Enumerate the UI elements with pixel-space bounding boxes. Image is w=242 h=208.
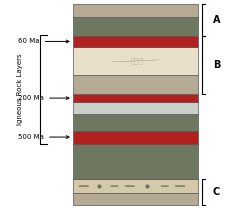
Bar [73,179,197,193]
Bar [73,114,197,131]
Text: 60 Ma: 60 Ma [18,38,69,45]
Bar [73,4,197,17]
Text: A: A [213,15,220,25]
Bar [73,131,197,144]
Bar [73,75,197,94]
Text: B: B [213,60,220,70]
Bar [73,17,197,36]
Text: 500 Ma: 500 Ma [18,134,69,140]
Text: C: C [213,187,220,197]
Text: 200 Ma: 200 Ma [18,95,69,101]
Bar [73,47,197,75]
Bar [73,102,197,114]
Bar [73,144,197,179]
Bar [73,193,197,205]
Bar [73,36,197,47]
Text: 〰🦴〰: 〰🦴〰 [131,58,144,64]
Bar [73,94,197,102]
Text: Igneous Rock Layers: Igneous Rock Layers [17,53,23,125]
